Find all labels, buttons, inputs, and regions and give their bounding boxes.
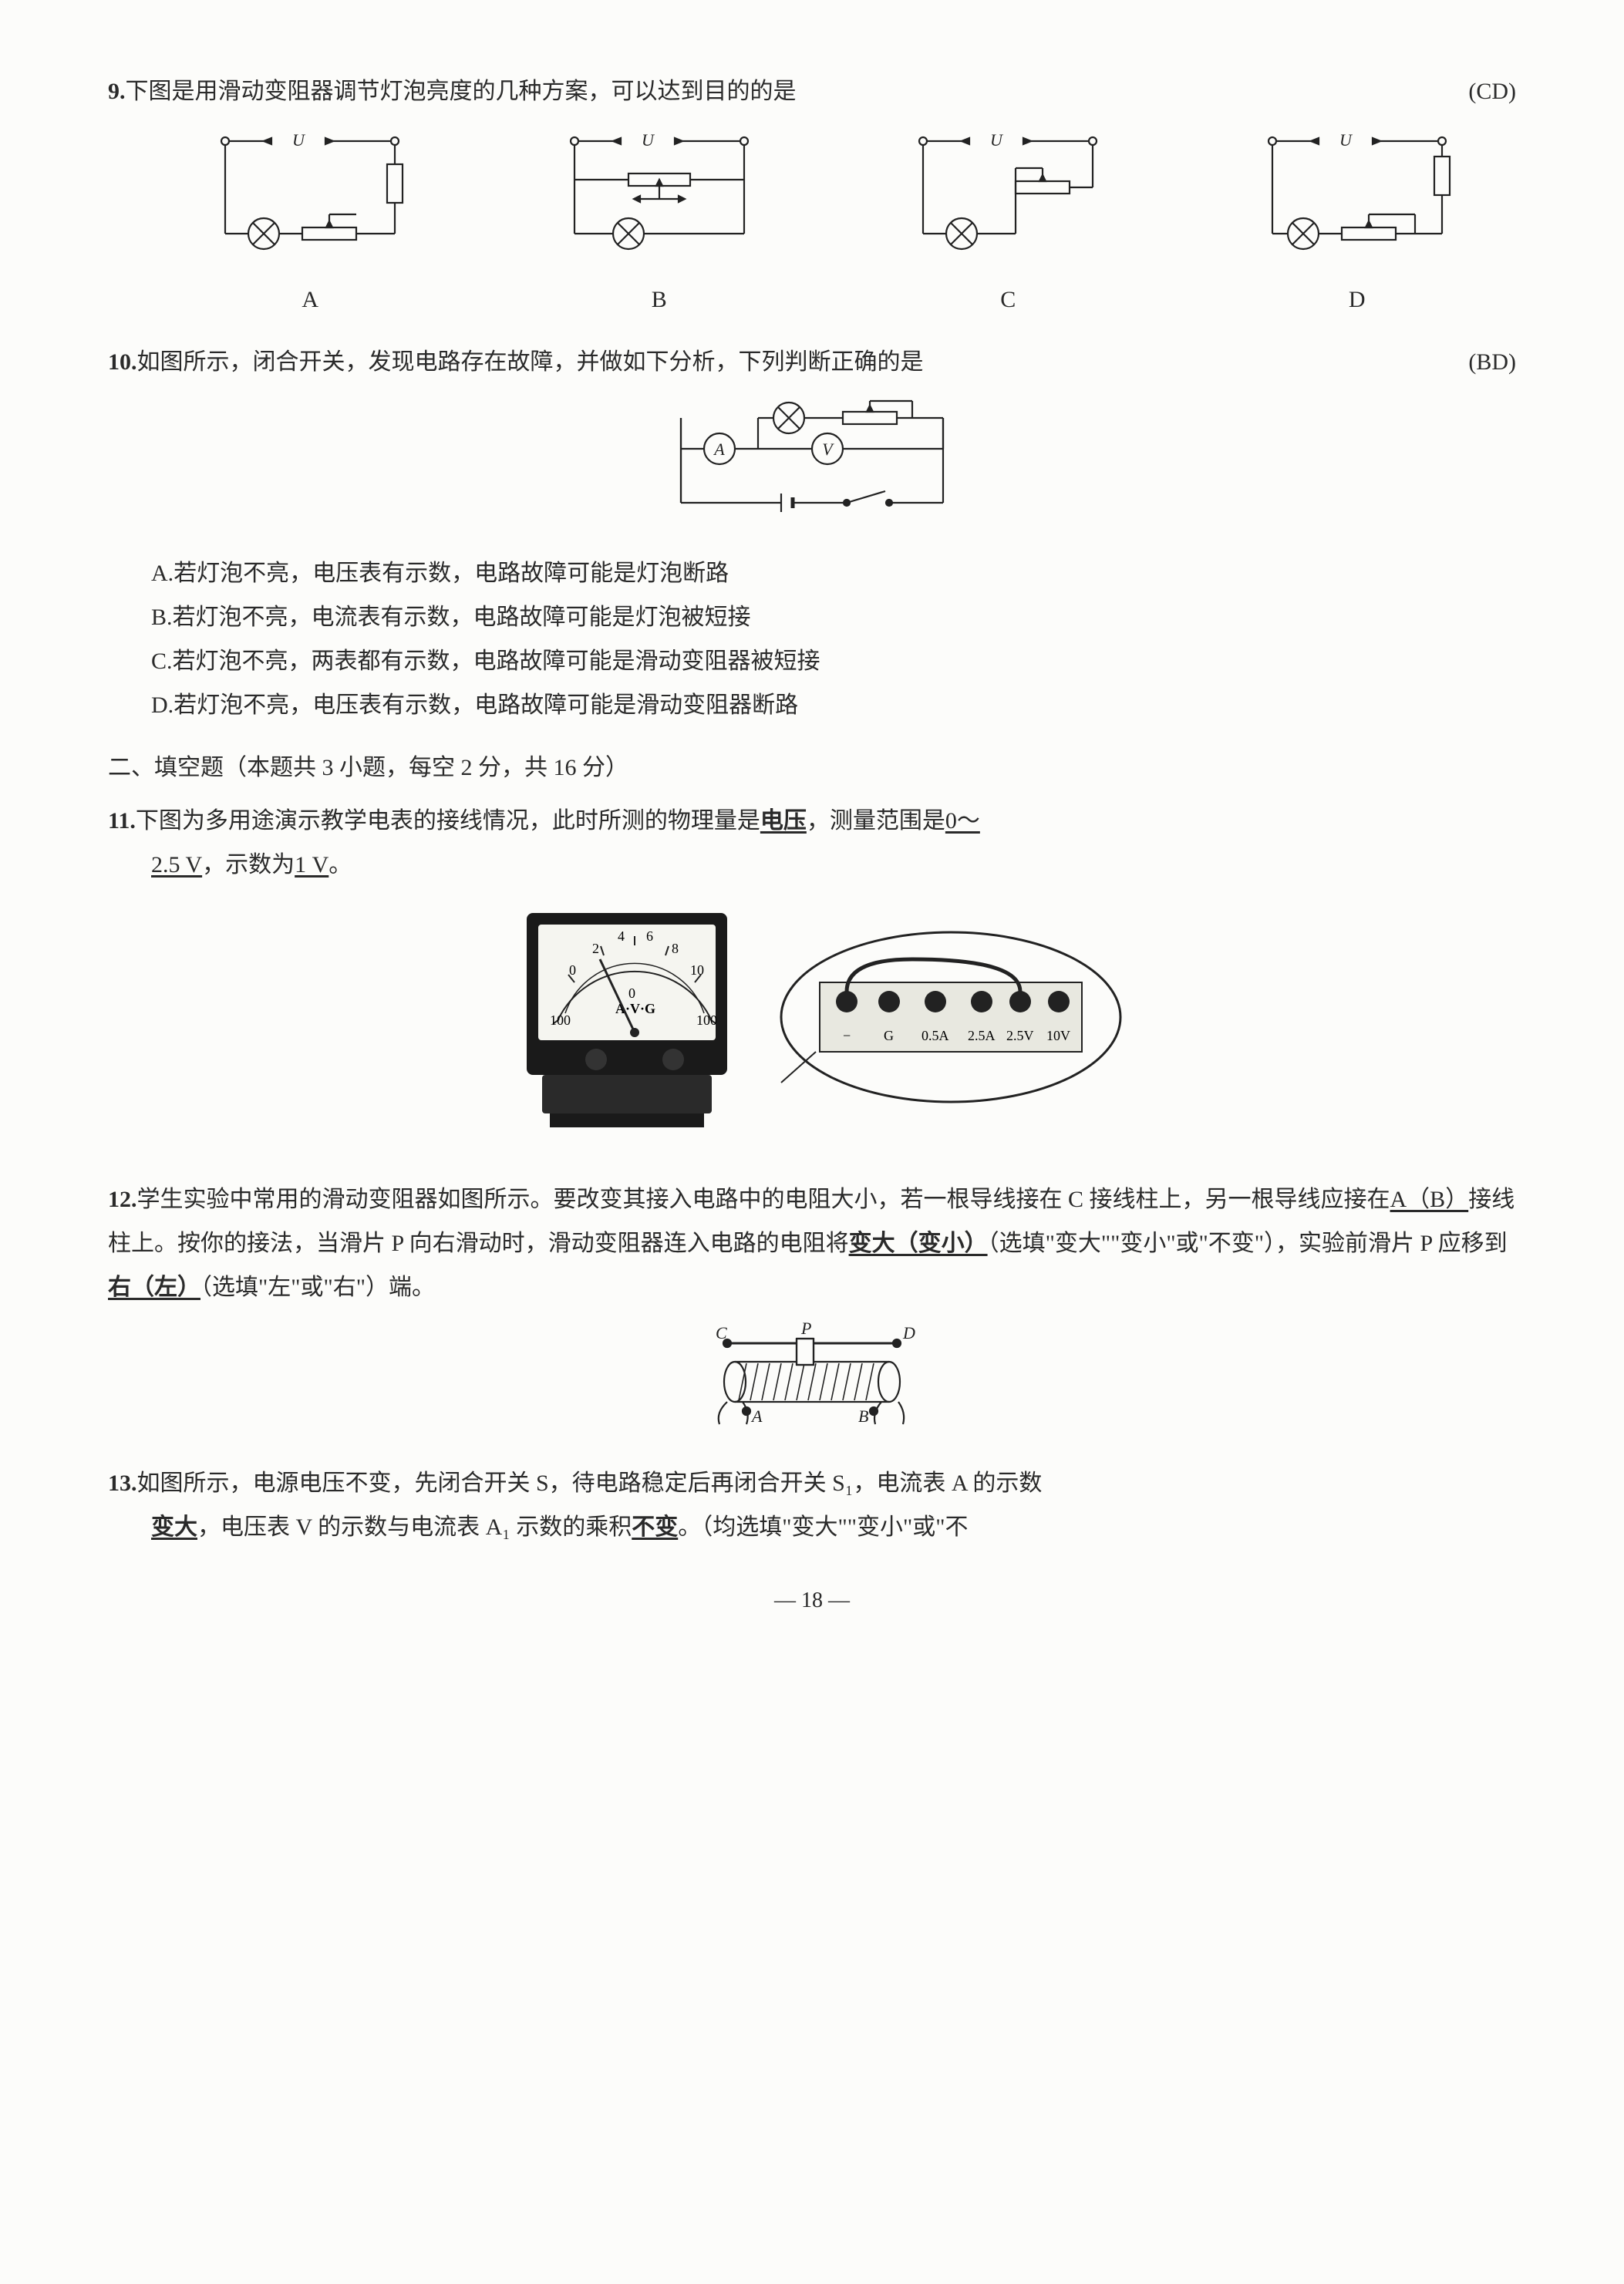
q12-a1: A（B） xyxy=(1390,1187,1469,1212)
svg-text:U: U xyxy=(1339,130,1353,150)
svg-text:−: − xyxy=(843,1028,851,1043)
svg-text:2: 2 xyxy=(592,941,599,956)
q9-option-a: U A xyxy=(202,126,418,322)
rheostat-icon: C P D A B xyxy=(673,1320,951,1428)
question-12: 12.学生实验中常用的滑动变阻器如图所示。要改变其接入电路中的电阻大小，若一根导… xyxy=(108,1177,1516,1443)
svg-text:2.5V: 2.5V xyxy=(1006,1028,1034,1043)
q12-figure: C P D A B xyxy=(108,1320,1516,1443)
svg-text:P: P xyxy=(800,1320,811,1338)
q10-option-b: B.若灯泡不亮，电流表有示数，电路故障可能是灯泡被短接 xyxy=(108,595,1516,639)
circuit-a-icon: U xyxy=(202,126,418,257)
meter-icon: 0 2 4 6 8 10 100 0 100 A·V·G xyxy=(496,898,758,1144)
svg-text:2.5A: 2.5A xyxy=(968,1028,996,1043)
svg-text:B: B xyxy=(858,1406,868,1426)
q9-options: U A xyxy=(151,126,1516,322)
q11-figure: 0 2 4 6 8 10 100 0 100 A·V·G xyxy=(108,898,1516,1159)
svg-text:100: 100 xyxy=(550,1012,571,1028)
q11-a1: 电压 xyxy=(760,808,807,834)
svg-text:A: A xyxy=(750,1406,763,1426)
svg-text:U: U xyxy=(990,130,1004,150)
circuit-c-icon: U xyxy=(900,126,1116,257)
section-2-title: 二、填空题（本题共 3 小题，每空 2 分，共 16 分） xyxy=(108,746,1516,790)
q12-a2: 变大（变小） xyxy=(849,1231,988,1256)
q11-t2: ，测量范围是 xyxy=(807,808,945,834)
svg-text:100: 100 xyxy=(696,1012,717,1028)
q9-text: 下图是用滑动变阻器调节灯泡亮度的几种方案，可以达到目的的是 xyxy=(126,69,1454,113)
q11-a2: 0～ xyxy=(945,808,980,834)
svg-text:U: U xyxy=(292,130,306,150)
q13-t1: 如图所示，电源电压不变，先闭合开关 S，待电路稳定后再闭合开关 S₁，电流表 A… xyxy=(137,1470,1043,1496)
svg-text:8: 8 xyxy=(672,941,679,956)
circuit-d-icon: U xyxy=(1249,126,1465,257)
q10-number: 10. xyxy=(108,340,137,384)
q9-option-c: U C xyxy=(900,126,1116,322)
question-10: 10. 如图所示，闭合开关，发现电路存在故障，并做如下分析，下列判断正确的是 (… xyxy=(108,340,1516,727)
q12-t4: （选填"左"或"右"）端。 xyxy=(200,1275,435,1300)
q12-number: 12. xyxy=(108,1187,137,1212)
svg-text:0.5A: 0.5A xyxy=(922,1028,949,1043)
svg-text:0: 0 xyxy=(569,962,576,978)
terminal-box-icon: − G 0.5A 2.5A 2.5V 10V xyxy=(773,928,1128,1113)
q9-answer: (CD) xyxy=(1453,69,1516,113)
q11-a2b: 2.5 V xyxy=(151,852,202,878)
question-11: 11.下图为多用途演示教学电表的接线情况，此时所测的物理量是电压，测量范围是0～… xyxy=(108,799,1516,1159)
circuit-q10-icon: A V xyxy=(650,395,974,526)
svg-text:D: D xyxy=(902,1323,915,1342)
q11-t4: 。 xyxy=(329,852,352,878)
q11-number: 11. xyxy=(108,808,136,834)
question-13: 13.如图所示，电源电压不变，先闭合开关 S，待电路稳定后再闭合开关 S₁，电流… xyxy=(108,1461,1516,1549)
q9-number: 9. xyxy=(108,69,126,113)
q13-a2: 不变 xyxy=(632,1514,678,1540)
q9-label-b: B xyxy=(551,278,767,322)
q11-t1: 下图为多用途演示教学电表的接线情况，此时所测的物理量是 xyxy=(136,808,760,834)
svg-text:G: G xyxy=(884,1028,894,1043)
circuit-b-icon: U xyxy=(551,126,767,257)
q13-t3: 。（均选填"变大""变小"或"不 xyxy=(678,1514,968,1540)
question-9: 9. 下图是用滑动变阻器调节灯泡亮度的几种方案，可以达到目的的是 (CD) U xyxy=(108,69,1516,322)
svg-text:C: C xyxy=(716,1323,727,1342)
q10-option-a: A.若灯泡不亮，电压表有示数，电路故障可能是灯泡断路 xyxy=(108,551,1516,595)
svg-text:A: A xyxy=(713,440,725,459)
q9-label-c: C xyxy=(900,278,1116,322)
svg-text:V: V xyxy=(822,440,834,459)
q9-label-a: A xyxy=(202,278,418,322)
q10-answer: (BD) xyxy=(1453,340,1516,384)
svg-text:0: 0 xyxy=(628,985,635,1001)
page-number: — 18 — xyxy=(108,1580,1516,1621)
q11-t3: ，示数为 xyxy=(202,852,295,878)
svg-text:U: U xyxy=(642,130,655,150)
q9-option-d: U D xyxy=(1249,126,1465,322)
svg-text:4: 4 xyxy=(618,928,625,944)
svg-text:10: 10 xyxy=(690,962,704,978)
q9-label-d: D xyxy=(1249,278,1465,322)
q13-t2: ，电压表 V 的示数与电流表 A₁ 示数的乘积 xyxy=(197,1514,632,1540)
q10-figure: A V xyxy=(108,395,1516,541)
svg-text:10V: 10V xyxy=(1046,1028,1070,1043)
q10-option-c: C.若灯泡不亮，两表都有示数，电路故障可能是滑动变阻器被短接 xyxy=(108,639,1516,683)
q9-option-b: U B xyxy=(551,126,767,322)
svg-text:6: 6 xyxy=(646,928,653,944)
q10-option-d: D.若灯泡不亮，电压表有示数，电路故障可能是滑动变阻器断路 xyxy=(108,683,1516,727)
q12-t3: （选填"变大""变小"或"不变"），实验前滑片 P 应移到 xyxy=(988,1231,1508,1256)
q11-a3: 1 V xyxy=(295,852,329,878)
q12-t1: 学生实验中常用的滑动变阻器如图所示。要改变其接入电路中的电阻大小，若一根导线接在… xyxy=(137,1187,1390,1212)
q10-text: 如图所示，闭合开关，发现电路存在故障，并做如下分析，下列判断正确的是 xyxy=(137,340,1454,384)
q13-a1: 变大 xyxy=(151,1514,197,1540)
q12-a3: 右（左） xyxy=(108,1275,200,1300)
q13-number: 13. xyxy=(108,1470,137,1496)
